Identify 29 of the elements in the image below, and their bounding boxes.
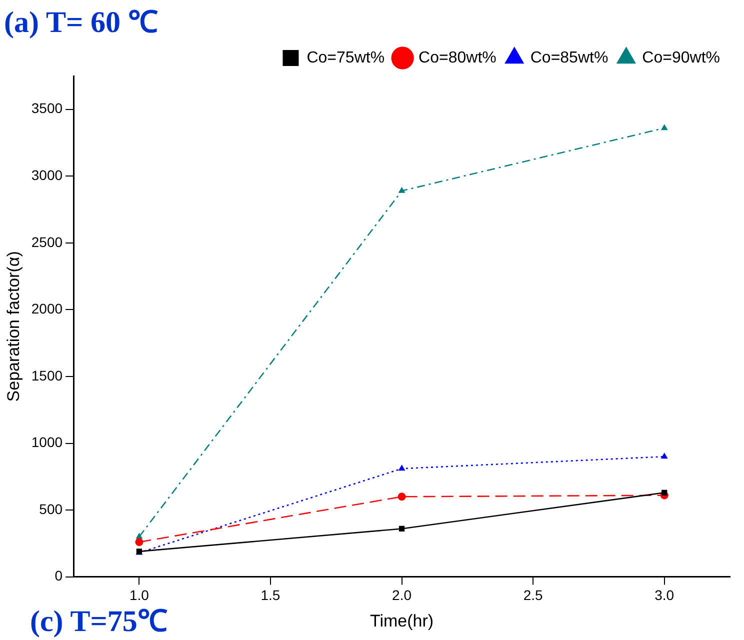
y-tick-label: 1500 [31, 367, 63, 384]
legend-label: Co=80wt% [418, 49, 496, 66]
point [398, 526, 405, 532]
x-axis-title: Time(hr) [370, 611, 434, 630]
x-tick-label: 1.5 [260, 587, 280, 604]
y-tick-label: 3500 [31, 100, 63, 116]
y-tick-label: 0 [54, 568, 63, 584]
y-tick-label: 2000 [31, 300, 63, 317]
point [660, 452, 668, 459]
x-tick-label: 3.0 [654, 587, 674, 604]
legend-label: Co=85wt% [530, 49, 608, 66]
x-tick-label: 2.5 [523, 587, 544, 604]
y-tick-label: 3000 [31, 167, 63, 184]
point [662, 490, 668, 496]
chart-title: (a) T= 60 ℃ [4, 5, 158, 41]
point [398, 464, 406, 471]
point [135, 538, 144, 546]
point [398, 186, 406, 193]
y-tick-label: 1000 [31, 434, 63, 450]
legend-label: Co=75wt% [306, 49, 385, 66]
point [660, 124, 668, 130]
y-tick-label: 2500 [31, 234, 63, 250]
legend-label: Co=90wt% [642, 49, 720, 66]
point [398, 492, 406, 501]
x-tick-label: 1.0 [129, 587, 150, 604]
y-axis-title: Separation factor(α) [4, 251, 23, 402]
y-tick-label: 500 [39, 500, 63, 517]
x-tick-label: 2.0 [392, 587, 412, 604]
text: (c) T=75℃ [30, 605, 168, 638]
